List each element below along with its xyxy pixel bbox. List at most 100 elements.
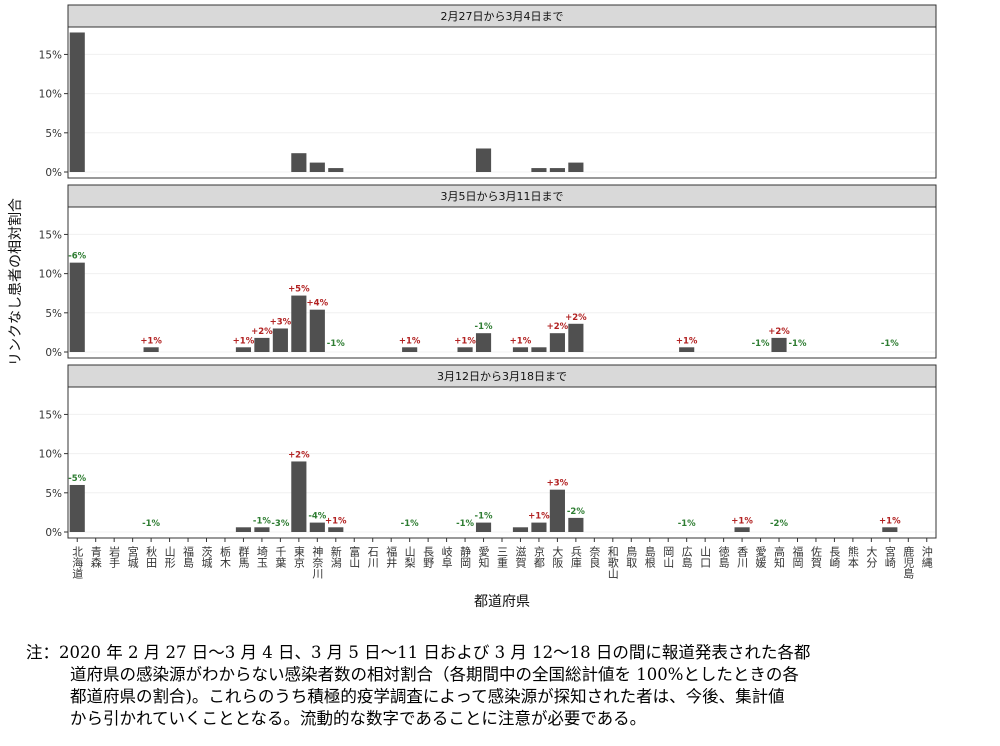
bar [512,347,529,352]
change-label: +1% [676,336,698,346]
change-label: +2% [251,327,273,337]
bar [291,153,307,172]
y-tick-label: 10% [39,89,62,101]
x-tick-label: 島根 [643,545,656,569]
x-tick-label: 高知 [773,545,786,569]
x-tick-label: 大阪 [551,545,564,569]
bar [254,527,270,532]
bar [309,522,325,532]
x-tick-label: 愛知 [477,546,490,569]
x-tick-label: 茨城 [200,545,213,568]
bar [549,168,565,172]
change-label: +1% [731,516,753,526]
x-tick-label: 福岡 [791,545,804,569]
x-tick-label: 大分 [865,545,878,568]
x-tick-label: 佐賀 [809,545,822,569]
change-label: -1% [327,339,345,349]
bar [69,484,85,532]
change-label: +1% [399,336,421,346]
change-label: -5% [68,474,86,484]
x-tick-label: 千葉 [274,546,287,568]
x-tick-label: 神奈川 [311,545,324,579]
x-tick-label: 山梨 [403,546,416,569]
x-tick-label: 沖縄 [920,546,933,568]
x-tick-label: 宮城 [126,545,139,568]
x-tick-label: 群馬 [237,545,250,569]
bar [475,522,492,532]
change-label: +1% [140,336,162,346]
x-tick-label: 兵庫 [569,546,582,569]
bar [402,347,418,352]
panel-title: 2月27日から3月4日まで [441,10,564,23]
change-label: +2% [768,327,790,337]
change-label: +3% [547,479,569,489]
x-tick-label: 鹿児島 [902,545,915,580]
y-tick-label: 15% [39,229,62,241]
bar [475,333,492,352]
x-tick-label: 岐阜 [440,546,453,569]
panel-title: 3月5日から3月11日まで [441,190,564,203]
y-tick-label: 0% [45,527,62,539]
y-tick-label: 0% [45,167,62,179]
panel-title: 3月12日から3月18日まで [437,370,567,383]
x-tick-label: 愛媛 [754,546,767,569]
bar [771,337,787,352]
x-tick-label: 山口 [699,546,712,568]
change-label: +1% [325,516,347,526]
x-tick-label: 福井 [385,545,398,569]
y-tick-label: 5% [45,488,62,500]
change-label: -1% [475,512,493,522]
x-tick-label: 京都 [532,545,545,568]
y-tick-label: 5% [45,128,62,140]
change-label: -1% [253,516,271,526]
x-tick-label: 山形 [163,546,176,569]
y-tick-label: 0% [45,347,62,359]
change-label: +2% [565,313,587,323]
change-label: +1% [454,336,476,346]
footnote-line-2: 道府県の感染源がわからない感染者数の相対割合（各期間中の全国総計値を 100%と… [70,665,799,684]
faceted-bar-chart: 2月27日から3月4日まで 0% 5% 10% 15% 3月5日から3月11日まで 0% 5%… [7,4,937,610]
change-label: -1% [475,322,493,332]
x-tick-label: 富山 [348,545,361,568]
x-tick-label: 北海道 [71,546,84,579]
bar [457,347,473,352]
bar [568,517,584,532]
x-tick-label: 徳島 [717,546,730,569]
change-label: -1% [789,339,807,349]
change-label: -1% [456,519,474,529]
x-tick-label: 岩手 [108,545,121,569]
bar [549,489,565,532]
x-tick-label: 三重 [496,546,509,568]
bar [328,527,344,532]
change-label: -2% [567,507,585,517]
change-label: -1% [678,519,696,529]
y-tick-label: 10% [39,449,62,461]
y-tick-label: 5% [45,308,62,320]
bar [568,162,584,172]
change-label: -1% [881,339,899,349]
bar [679,347,695,352]
footnote-line-3: 都道府県の割合)。これらのうち積極的疫学調査によって感染源が探知された者は、今後… [70,687,785,706]
panel-frame [67,386,937,539]
change-label: -6% [68,252,86,262]
bar [328,168,344,172]
x-tick-label: 滋賀 [514,546,527,569]
change-label: +3% [270,317,292,327]
bar [272,328,288,352]
change-label: +4% [307,299,329,309]
x-tick-label: 新潟 [329,545,342,569]
change-label: +1% [879,516,901,526]
change-label: +5% [288,285,310,295]
panel-frame [67,26,937,179]
y-tick-label: 15% [39,409,62,421]
change-label: -3% [271,519,289,529]
change-label: -4% [308,512,326,522]
bar [475,148,492,172]
x-tick-label: 奈良 [588,545,601,569]
change-label: -1% [401,519,419,529]
bar [291,295,307,352]
bar [69,262,85,352]
x-tick-label: 熊本 [846,545,859,569]
bar [235,527,252,532]
x-tick-label: 長野 [422,546,435,568]
